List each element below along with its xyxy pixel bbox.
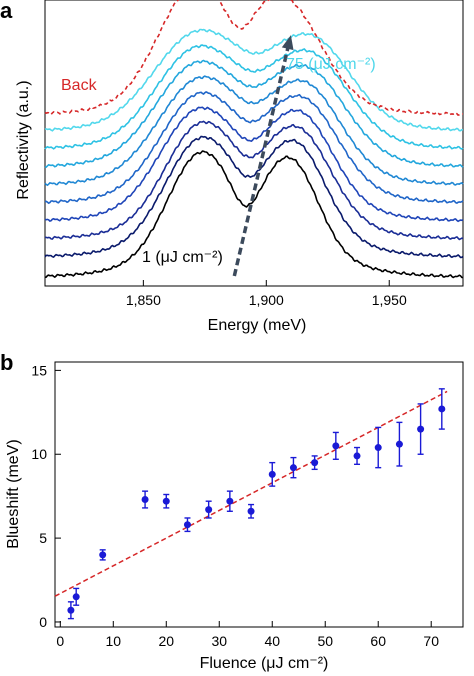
reflectivity-curve [44,120,464,241]
panel-b-y-axis-label: Blueshift (meV) [5,439,22,548]
panel-b-x-tick-label: 60 [370,633,386,649]
panel-b-letter: b [0,350,13,375]
panel-b-x-tick-label: 20 [158,633,174,649]
panel-b-fit-line-group [54,390,448,597]
reflectivity-curve [44,28,464,132]
data-point [99,551,107,559]
reflectivity-curve [44,106,464,223]
panel-a-letter: a [0,0,13,23]
back-annotation: Back [61,77,98,94]
fluence-arrow-head [281,35,294,51]
panel-b-x-axis-label: Fluence (μJ cm⁻²) [200,655,329,672]
panel-b-plot-frame [54,361,464,628]
panel-b-y-tick-label: 5 [39,530,47,546]
data-point [311,459,319,467]
panel-b-y-axis: 0 5 10 15 [31,362,61,630]
reflectivity-curve [44,44,464,150]
linear-fit-line [54,390,448,597]
panel-b-x-axis: 0 10 20 30 40 50 60 70 [56,621,439,649]
panel-a-plot-frame [44,0,464,287]
panel-b-x-tick-label: 50 [317,633,333,649]
reflectivity-curve [44,75,464,187]
reflectivity-curve [44,59,464,169]
panel-a-y-axis-label: Reflectivity (a.u.) [15,80,32,199]
panel-a-x-axis: 1,850 1,900 1,950 [126,280,407,308]
data-point [417,425,425,433]
reflectivity-curve [44,90,464,205]
high-fluence-annotation: 75 (μJ cm⁻²) [286,56,376,73]
data-point [247,507,255,515]
panel-b-blueshift-chart: b 0 10 20 30 40 50 60 70 0 5 10 15 Fluence (μJ cm⁻… [0,350,464,672]
data-point [183,521,191,529]
data-point [289,464,297,472]
data-point [395,440,403,448]
fluence-arrow-shaft [232,44,291,277]
reflectivity-curve [44,150,464,279]
panel-b-y-tick-label: 15 [31,362,47,378]
panel-b-x-tick-label: 10 [105,633,121,649]
panel-a-arrow [232,35,294,277]
panel-a-x-tick-label: 1,900 [249,292,284,308]
panel-a-curves [44,0,464,279]
panel-a-reflectivity-chart: a 1,850 1,900 1,950 Back 75 (μJ cm⁻²) 1 (μ… [0,0,464,334]
data-point [353,452,361,460]
low-fluence-annotation: 1 (μJ cm⁻²) [142,249,223,266]
data-point [226,497,234,505]
panel-b-x-tick-label: 40 [264,633,280,649]
reflectivity-curve [44,135,464,259]
panel-b-x-tick-label: 70 [423,633,439,649]
panel-b-x-tick-label: 30 [211,633,227,649]
panel-b-x-tick-label: 0 [56,633,64,649]
data-point [332,442,340,450]
panel-a-x-tick-label: 1,950 [372,292,407,308]
panel-b-y-tick-label: 10 [31,446,47,462]
panel-b-data-points [67,388,446,620]
data-point [438,405,446,413]
panel-b-y-tick-label: 0 [39,614,47,630]
data-point [141,496,149,504]
panel-a-x-axis-label: Energy (meV) [208,317,307,334]
data-point [268,470,276,478]
data-point [67,606,75,614]
data-point [162,497,170,505]
data-point [374,444,382,452]
data-point [205,506,213,514]
back-reflectivity-curve [44,0,463,116]
panel-a-x-tick-label: 1,850 [126,292,161,308]
data-point [72,593,80,601]
